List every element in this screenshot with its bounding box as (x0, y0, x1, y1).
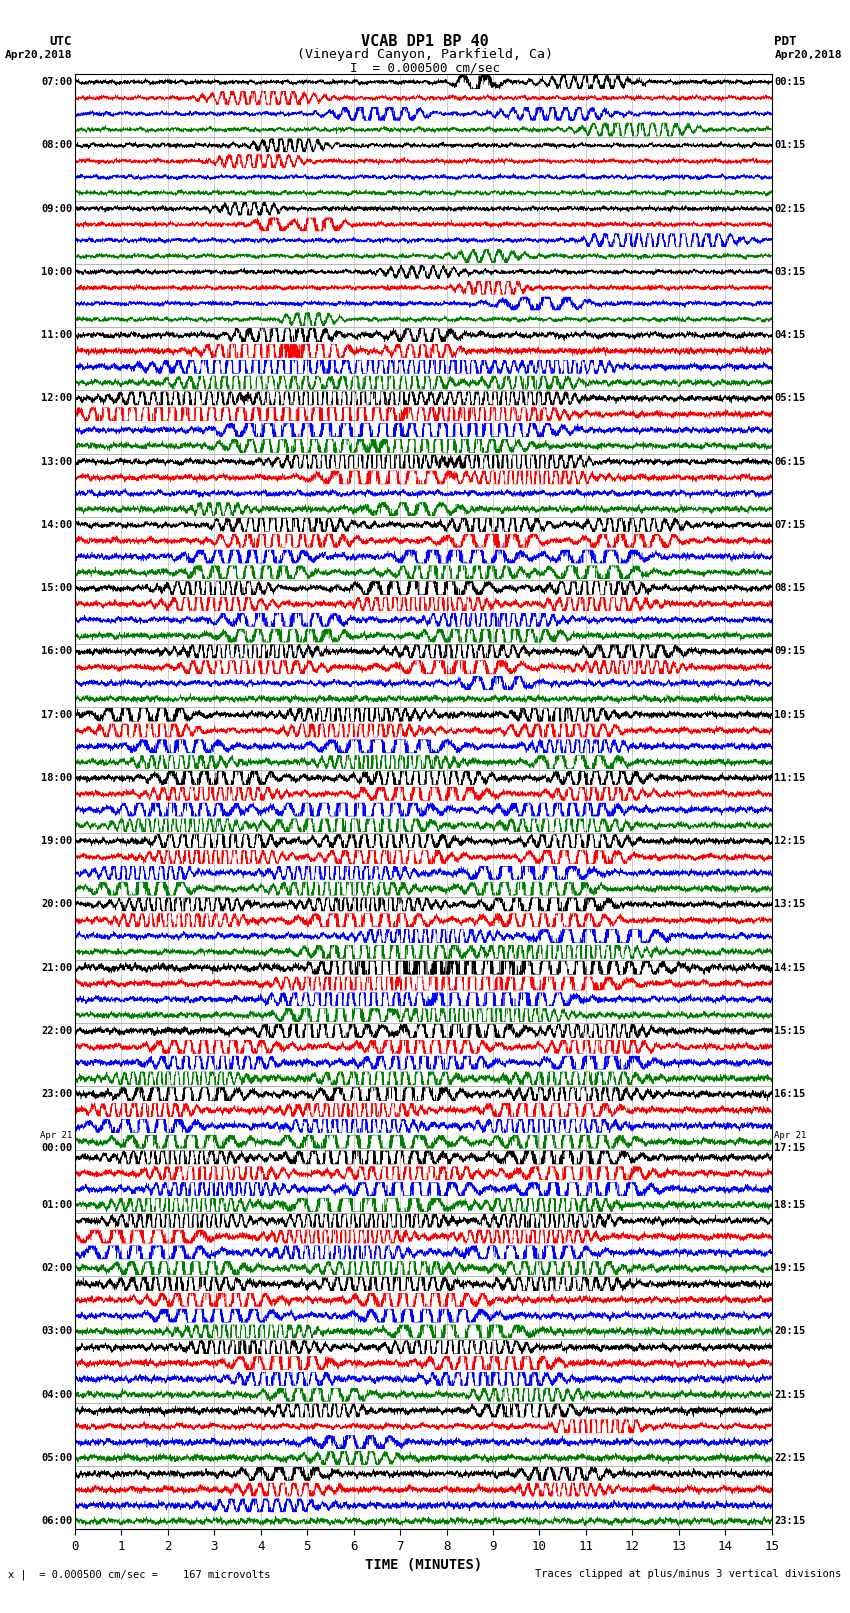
Text: 04:15: 04:15 (774, 331, 806, 340)
Text: 23:00: 23:00 (41, 1089, 72, 1098)
Text: 15:15: 15:15 (774, 1026, 806, 1036)
Text: 20:00: 20:00 (41, 900, 72, 910)
Text: 02:00: 02:00 (41, 1263, 72, 1273)
Text: 20:15: 20:15 (774, 1326, 806, 1337)
Text: 10:15: 10:15 (774, 710, 806, 719)
Text: 00:00: 00:00 (41, 1144, 72, 1153)
Text: 10:00: 10:00 (41, 266, 72, 277)
Text: VCAB DP1 BP 40: VCAB DP1 BP 40 (361, 34, 489, 50)
Text: 14:15: 14:15 (774, 963, 806, 973)
Text: 00:15: 00:15 (774, 77, 806, 87)
Text: (Vineyard Canyon, Parkfield, Ca): (Vineyard Canyon, Parkfield, Ca) (297, 48, 553, 61)
Text: 06:00: 06:00 (41, 1516, 72, 1526)
Text: x |  = 0.000500 cm/sec =    167 microvolts: x | = 0.000500 cm/sec = 167 microvolts (8, 1569, 271, 1579)
Text: 22:00: 22:00 (41, 1026, 72, 1036)
Text: 08:15: 08:15 (774, 584, 806, 594)
Text: 21:15: 21:15 (774, 1390, 806, 1400)
Text: 07:00: 07:00 (41, 77, 72, 87)
Text: 04:00: 04:00 (41, 1390, 72, 1400)
Text: 11:15: 11:15 (774, 773, 806, 782)
Text: 16:00: 16:00 (41, 647, 72, 656)
Text: Apr 21: Apr 21 (40, 1131, 72, 1140)
Text: 12:00: 12:00 (41, 394, 72, 403)
Text: 07:15: 07:15 (774, 519, 806, 531)
Text: 05:00: 05:00 (41, 1453, 72, 1463)
Text: 12:15: 12:15 (774, 836, 806, 847)
Text: 19:15: 19:15 (774, 1263, 806, 1273)
Text: 03:00: 03:00 (41, 1326, 72, 1337)
Text: 03:15: 03:15 (774, 266, 806, 277)
Text: 01:00: 01:00 (41, 1200, 72, 1210)
Text: 17:15: 17:15 (774, 1144, 806, 1153)
Text: 21:00: 21:00 (41, 963, 72, 973)
Text: 09:15: 09:15 (774, 647, 806, 656)
Text: 11:00: 11:00 (41, 331, 72, 340)
Text: Traces clipped at plus/minus 3 vertical divisions: Traces clipped at plus/minus 3 vertical … (536, 1569, 842, 1579)
Text: 22:15: 22:15 (774, 1453, 806, 1463)
Text: 18:15: 18:15 (774, 1200, 806, 1210)
Text: 15:00: 15:00 (41, 584, 72, 594)
Text: 14:00: 14:00 (41, 519, 72, 531)
Text: 13:15: 13:15 (774, 900, 806, 910)
X-axis label: TIME (MINUTES): TIME (MINUTES) (365, 1558, 482, 1573)
Text: 19:00: 19:00 (41, 836, 72, 847)
Text: 23:15: 23:15 (774, 1516, 806, 1526)
Text: 18:00: 18:00 (41, 773, 72, 782)
Text: 09:00: 09:00 (41, 203, 72, 213)
Text: 02:15: 02:15 (774, 203, 806, 213)
Text: PDT: PDT (774, 35, 796, 48)
Text: 17:00: 17:00 (41, 710, 72, 719)
Text: Apr20,2018: Apr20,2018 (774, 50, 842, 60)
Text: 13:00: 13:00 (41, 456, 72, 466)
Text: Apr 21: Apr 21 (774, 1131, 807, 1140)
Text: I  = 0.000500 cm/sec: I = 0.000500 cm/sec (350, 61, 500, 74)
Text: 06:15: 06:15 (774, 456, 806, 466)
Text: 01:15: 01:15 (774, 140, 806, 150)
Text: UTC: UTC (50, 35, 72, 48)
Text: 16:15: 16:15 (774, 1089, 806, 1098)
Text: 05:15: 05:15 (774, 394, 806, 403)
Text: Apr20,2018: Apr20,2018 (5, 50, 72, 60)
Text: 08:00: 08:00 (41, 140, 72, 150)
